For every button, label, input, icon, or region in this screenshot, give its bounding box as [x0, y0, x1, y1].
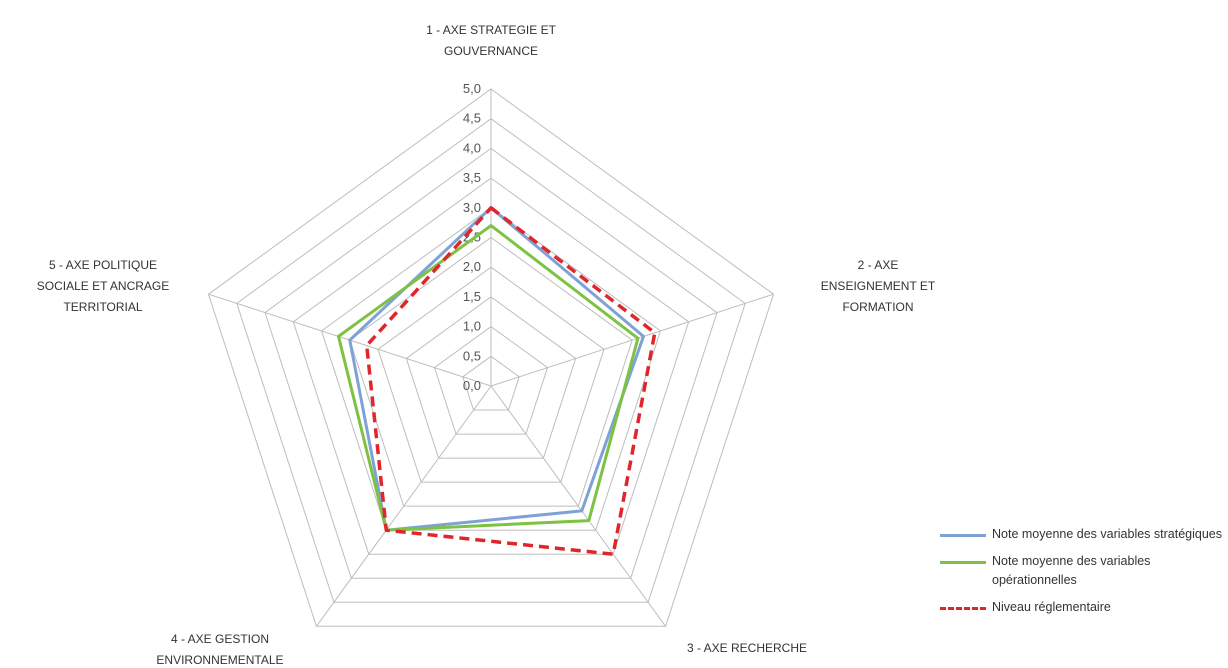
- radar-grid: [207, 88, 775, 627]
- tick-label: 3,0: [463, 200, 481, 215]
- grid-ring: [320, 207, 662, 531]
- radar-series: [337, 206, 657, 556]
- legend-item-strategiques: Note moyenne des variables stratégiques: [940, 525, 1228, 544]
- grid-ring: [292, 177, 690, 555]
- series-line-2: [364, 206, 657, 556]
- legend-swatch-operationnelles: [940, 561, 986, 564]
- axis-label-line: 2 - AXE: [858, 258, 899, 272]
- radar-spokes: [208, 89, 774, 627]
- axis-label-3: 3 - AXE RECHERCHE: [687, 641, 807, 655]
- axis-label-line: 1 - AXE STRATEGIE ET: [426, 23, 556, 37]
- grid-ring: [236, 118, 746, 603]
- grid-ring: [377, 266, 605, 483]
- axis-label-5: 5 - AXE POLITIQUE SOCIALE ET ANCRAGE TERRI…: [37, 258, 170, 314]
- axis-label-line: 5 - AXE POLITIQUE: [49, 258, 157, 272]
- axis-label-line: ENSEIGNEMENT ET: [821, 279, 936, 293]
- tick-label: 4,5: [463, 111, 481, 126]
- tick-label: 1,0: [463, 319, 481, 334]
- legend: Note moyenne des variables stratégiques …: [940, 525, 1228, 625]
- tick-label: 0,0: [463, 378, 481, 393]
- grid-ring: [405, 296, 577, 459]
- axis-label-line: TERRITORIAL: [63, 300, 142, 314]
- axis-label-1: 1 - AXE STRATEGIE ET GOUVERNANCE: [426, 23, 556, 58]
- tick-label: 1,5: [463, 289, 481, 304]
- radar-axis-labels: 1 - AXE STRATEGIE ET GOUVERNANCE 2 - AXE EN…: [37, 23, 936, 667]
- grid-ring: [462, 355, 520, 411]
- legend-label-operationnelles: Note moyenne des variables opérationnell…: [992, 554, 1151, 587]
- grid-ring: [433, 325, 549, 435]
- tick-label: 4,0: [463, 140, 481, 155]
- axis-label-line: SOCIALE ET ANCRAGE: [37, 279, 170, 293]
- axis-spoke: [490, 293, 774, 387]
- axis-label-line: ENVIRONNEMENTALE: [156, 653, 283, 667]
- legend-swatch-strategiques: [940, 534, 986, 537]
- tick-label: 2,0: [463, 259, 481, 274]
- axis-label-line: FORMATION: [842, 300, 913, 314]
- legend-swatch-reglementaire: [940, 607, 986, 610]
- axis-label-2: 2 - AXE ENSEIGNEMENT ET FORMATION: [821, 258, 936, 314]
- axis-label-line: 4 - AXE GESTION: [171, 632, 269, 646]
- axis-label-line: 3 - AXE RECHERCHE: [687, 641, 807, 655]
- tick-label: 3,5: [463, 170, 481, 185]
- axis-spoke: [315, 385, 492, 627]
- series-line-1: [337, 224, 640, 532]
- series-line-0: [348, 206, 645, 532]
- radar-tick-labels: 0,00,51,01,52,02,53,03,54,04,55,0: [463, 81, 481, 393]
- grid-ring: [264, 147, 718, 579]
- legend-label-reglementaire: Niveau réglementaire: [992, 600, 1111, 614]
- legend-label-strategiques: Note moyenne des variables stratégiques: [992, 527, 1222, 541]
- grid-ring: [349, 236, 633, 507]
- axis-spoke: [490, 385, 667, 627]
- legend-item-reglementaire: Niveau réglementaire: [940, 598, 1228, 617]
- tick-label: 0,5: [463, 348, 481, 363]
- grid-ring: [207, 88, 775, 627]
- axis-label-4: 4 - AXE GESTION ENVIRONNEMENTALE: [156, 632, 283, 667]
- tick-label: 5,0: [463, 81, 481, 96]
- axis-label-line: GOUVERNANCE: [444, 44, 538, 58]
- legend-item-operationnelles: Note moyenne des variables opérationnell…: [940, 552, 1228, 590]
